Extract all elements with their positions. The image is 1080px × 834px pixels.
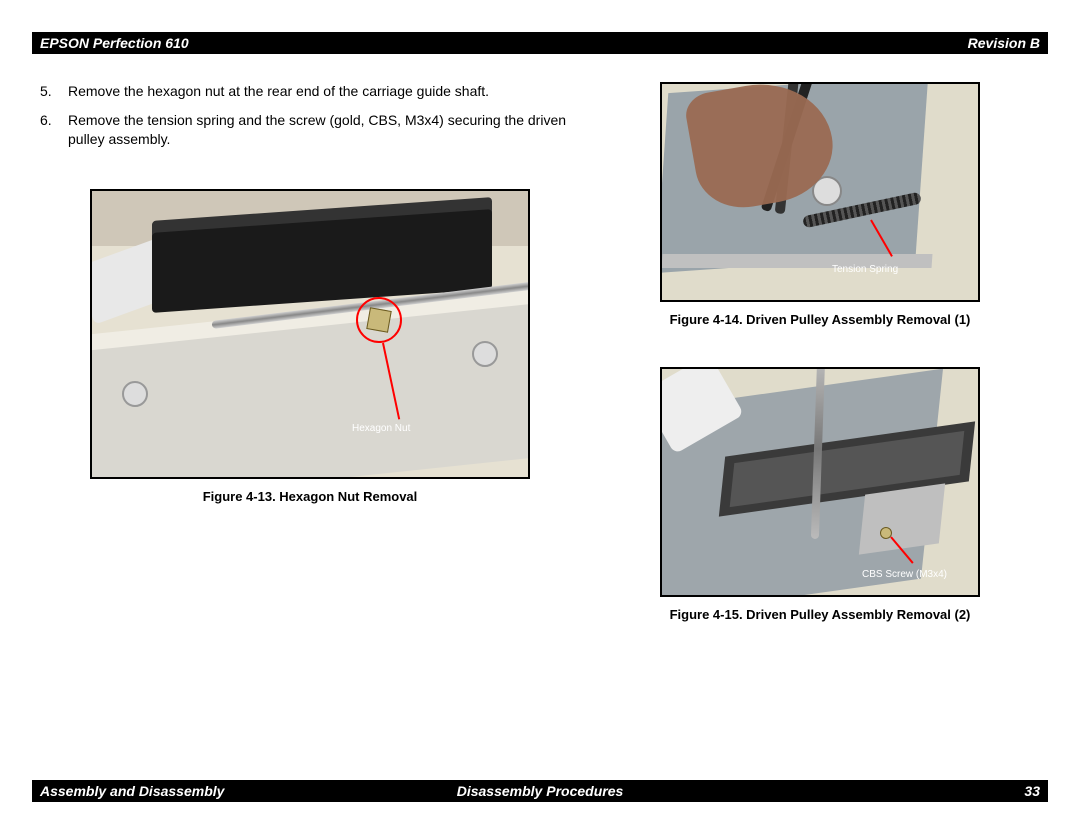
footer-bar: Assembly and Disassembly Disassembly Pro… [32,780,1048,802]
footer-page-number: 33 [1024,783,1040,799]
step-text: Remove the tension spring and the screw … [68,111,580,149]
figure-4-13-image: Hexagon Nut [90,189,530,479]
step-list: 5. Remove the hexagon nut at the rear en… [40,82,580,149]
figure-4-14-image: Tension Spring [660,82,980,302]
figure-4-15: CBS Screw (M3x4) Figure 4-15. Driven Pul… [620,367,1020,622]
header-title-left: EPSON Perfection 610 [40,35,968,51]
figure-4-14: Tension Spring Figure 4-14. Driven Pulle… [620,82,1020,327]
step-text: Remove the hexagon nut at the rear end o… [68,82,580,101]
header-title-right: Revision B [968,35,1040,51]
step-number: 6. [40,111,68,149]
step-item: 5. Remove the hexagon nut at the rear en… [40,82,580,101]
footer-left: Assembly and Disassembly [40,783,224,799]
figure-4-13: Hexagon Nut Figure 4-13. Hexagon Nut Rem… [40,189,580,504]
figure-4-14-caption: Figure 4-14. Driven Pulley Assembly Remo… [620,312,1020,327]
content-area: 5. Remove the hexagon nut at the rear en… [40,64,1040,770]
left-column: 5. Remove the hexagon nut at the rear en… [40,82,580,504]
figure-4-15-caption: Figure 4-15. Driven Pulley Assembly Remo… [620,607,1020,622]
right-column: Tension Spring Figure 4-14. Driven Pulle… [620,82,1020,622]
step-item: 6. Remove the tension spring and the scr… [40,111,580,149]
figure-4-13-caption: Figure 4-13. Hexagon Nut Removal [40,489,580,504]
header-bar: EPSON Perfection 610 Revision B [32,32,1048,54]
figure-4-15-image: CBS Screw (M3x4) [660,367,980,597]
manual-page: EPSON Perfection 610 Revision B 5. Remov… [0,0,1080,834]
hexagon-nut-highlight-circle [356,297,402,343]
cbs-screw-label: CBS Screw (M3x4) [862,569,947,580]
hexagon-nut-label: Hexagon Nut [352,423,410,434]
step-number: 5. [40,82,68,101]
tension-spring-label: Tension Spring [832,264,898,275]
footer-center: Disassembly Procedures [457,783,624,799]
